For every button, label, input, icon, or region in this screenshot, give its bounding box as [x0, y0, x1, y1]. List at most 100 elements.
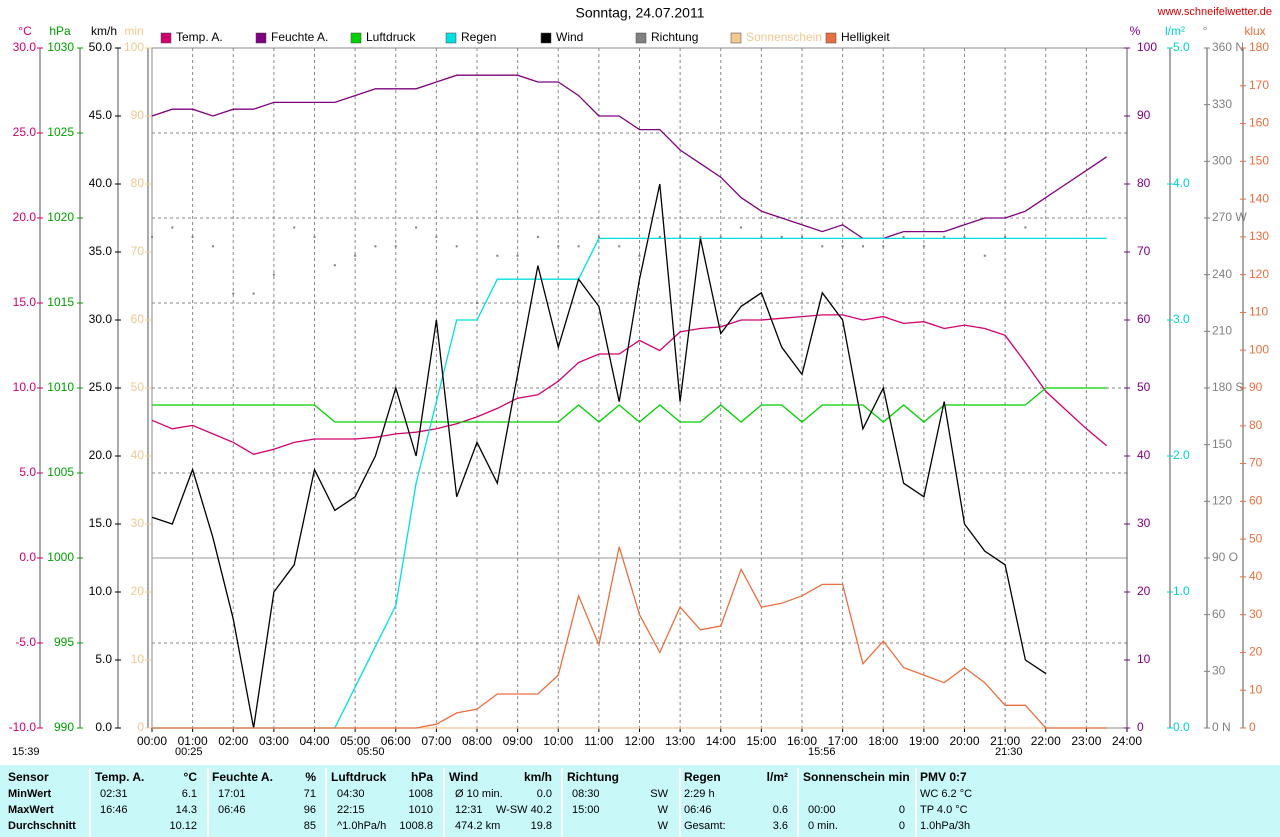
table-cell: 1008	[409, 788, 433, 800]
table-cell: 85	[304, 820, 316, 832]
x-tick-label: 23:00	[1071, 734, 1101, 748]
x-tick-label: 15:00	[746, 734, 776, 748]
y-tick-label: 140	[1249, 191, 1269, 205]
direction-dot	[638, 254, 641, 257]
y-tick-label: 0	[137, 720, 144, 734]
x-tick-label: 01:00	[178, 734, 208, 748]
y-tick-label: 300	[1212, 154, 1232, 168]
legend-label: Feuchte A.	[271, 30, 328, 44]
direction-dot	[232, 292, 235, 295]
y-tick-label: 110	[1249, 305, 1268, 319]
y-tick-label: 35.0	[89, 244, 113, 258]
y-tick-label: -5.0	[15, 635, 36, 649]
time-marker: 15:56	[808, 746, 836, 758]
y-tick-label: 150	[1212, 437, 1232, 451]
table-header: °C	[184, 770, 198, 784]
y-tick-label: 995	[54, 635, 74, 649]
direction-dot	[516, 254, 519, 257]
direction-dot	[699, 235, 702, 238]
table-cell: 1008.8	[399, 820, 433, 832]
table-cell: 0.0	[537, 788, 552, 800]
table-cell: 0 min.	[808, 820, 838, 832]
y-tick-label: 20.0	[89, 448, 113, 462]
table-cell: ^1.0hPa/h	[337, 820, 386, 832]
x-tick-label: 04:00	[299, 734, 329, 748]
axis-unit: °C	[18, 24, 32, 38]
table-cell: 1010	[409, 804, 433, 816]
legend-label: Richtung	[651, 30, 698, 44]
y-tick-label: 70	[1249, 456, 1263, 470]
table-header: %	[305, 770, 316, 784]
y-tick-label: 90	[1249, 380, 1263, 394]
y-tick-label: 150	[1249, 154, 1269, 168]
table-cell: 1.0hPa/3h	[920, 820, 970, 832]
legend-label: Temp. A.	[176, 30, 223, 44]
table-cell: 15:00	[572, 804, 600, 816]
y-tick-label: 50.0	[89, 40, 113, 54]
y-tick-label: -10.0	[9, 720, 37, 734]
table-header: l/m²	[767, 770, 788, 784]
table-header: Wind	[449, 770, 478, 784]
axis-unit: %	[1130, 24, 1141, 38]
chart-title: Sonntag, 24.07.2011	[576, 5, 705, 21]
axis-unit: l/m²	[1165, 24, 1185, 38]
direction-dot	[882, 245, 885, 248]
y-tick-label: 30	[1249, 607, 1263, 621]
time-marker: 15:39	[12, 746, 40, 758]
direction-dot	[760, 235, 763, 238]
direction-dot	[577, 245, 580, 248]
table-header: PMV 0:7	[920, 770, 967, 784]
legend-swatch	[445, 32, 457, 44]
y-tick-label: 20.0	[13, 210, 37, 224]
y-tick-label: 40.0	[89, 176, 113, 190]
y-tick-label: 1000	[47, 550, 74, 564]
table-cell: 6.1	[182, 788, 197, 800]
y-tick-label: 270 W	[1212, 210, 1247, 224]
y-tick-label: 60	[1137, 312, 1151, 326]
x-tick-label: 20:00	[949, 734, 979, 748]
y-tick-label: 15.0	[13, 295, 37, 309]
table-cell: 474.2 km	[455, 820, 500, 832]
direction-dot	[1024, 226, 1027, 229]
table-cell: 04:30	[337, 788, 365, 800]
series-line	[152, 237, 1107, 729]
series-line	[152, 387, 1107, 423]
table-cell: 96	[304, 804, 316, 816]
direction-dot	[557, 245, 560, 248]
y-tick-label: 0.0	[19, 550, 36, 564]
x-tick-label: 07:00	[421, 734, 451, 748]
direction-dot	[394, 245, 397, 248]
y-tick-label: 1005	[47, 465, 74, 479]
y-tick-label: 120	[1212, 494, 1232, 508]
table-cell: W	[658, 820, 669, 832]
direction-dot	[354, 254, 357, 257]
direction-dot	[191, 235, 194, 238]
y-tick-label: 10	[131, 652, 145, 666]
legend-label: Wind	[556, 30, 583, 44]
x-tick-label: 11:00	[584, 734, 613, 748]
y-tick-label: 80	[131, 176, 145, 190]
y-tick-label: 50	[131, 380, 145, 394]
x-tick-label: 08:00	[462, 734, 492, 748]
y-tick-label: 210	[1212, 324, 1232, 338]
x-tick-label: 18:00	[868, 734, 898, 748]
legend-swatch	[825, 32, 837, 44]
y-tick-label: 5.0	[95, 652, 112, 666]
y-tick-label: 1010	[47, 380, 74, 394]
series-line	[151, 74, 1108, 240]
y-tick-label: 90	[1137, 108, 1151, 122]
y-tick-label: 45.0	[89, 108, 113, 122]
table-cell: Ø 10 min.	[455, 788, 503, 800]
x-tick-label: 06:00	[381, 734, 411, 748]
y-tick-label: 1030	[47, 40, 74, 54]
direction-dot	[415, 226, 418, 229]
axis-unit: klux	[1244, 24, 1265, 38]
direction-dot	[171, 226, 174, 229]
axis-unit: °	[1203, 24, 1208, 38]
y-tick-label: 1025	[47, 125, 74, 139]
legend-swatch	[160, 32, 172, 44]
y-tick-label: 90	[131, 108, 145, 122]
y-tick-label: 5.0	[19, 465, 36, 479]
